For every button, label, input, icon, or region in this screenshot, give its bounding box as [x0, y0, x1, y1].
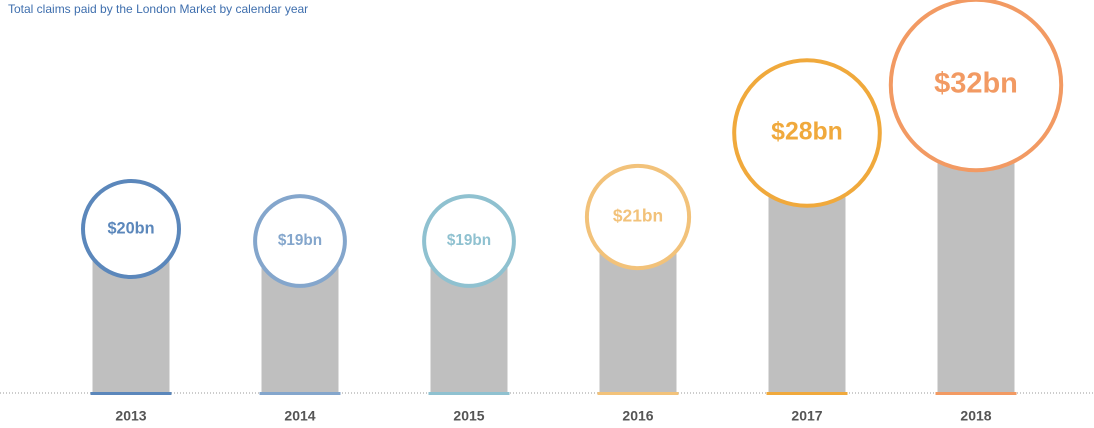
- bar-base: [935, 392, 1017, 395]
- value-label: $19bn: [447, 232, 491, 249]
- value-label: $21bn: [613, 206, 663, 226]
- value-label: $28bn: [771, 119, 843, 146]
- bubble: [81, 179, 181, 279]
- chart-title: Total claims paid by the London Market b…: [8, 2, 308, 16]
- bubble: [422, 194, 516, 288]
- value-label: $32bn: [934, 68, 1018, 100]
- bar-base: [766, 392, 848, 395]
- x-tick-label: 2014: [284, 408, 315, 424]
- bubble: [253, 194, 347, 288]
- value-label: $20bn: [107, 219, 154, 237]
- bar-base: [90, 392, 172, 395]
- x-tick-label: 2013: [115, 408, 146, 424]
- bubble: [888, 0, 1064, 173]
- x-tick-label: 2015: [453, 408, 484, 424]
- value-label: $19bn: [278, 232, 322, 249]
- x-tick-label: 2017: [791, 408, 822, 424]
- bubble: [584, 163, 692, 271]
- x-tick-label: 2016: [622, 408, 653, 424]
- bar-base: [597, 392, 679, 395]
- bubble: [732, 58, 882, 208]
- x-tick-label: 2018: [960, 408, 991, 424]
- bar-base: [428, 392, 510, 395]
- bar-base: [259, 392, 341, 395]
